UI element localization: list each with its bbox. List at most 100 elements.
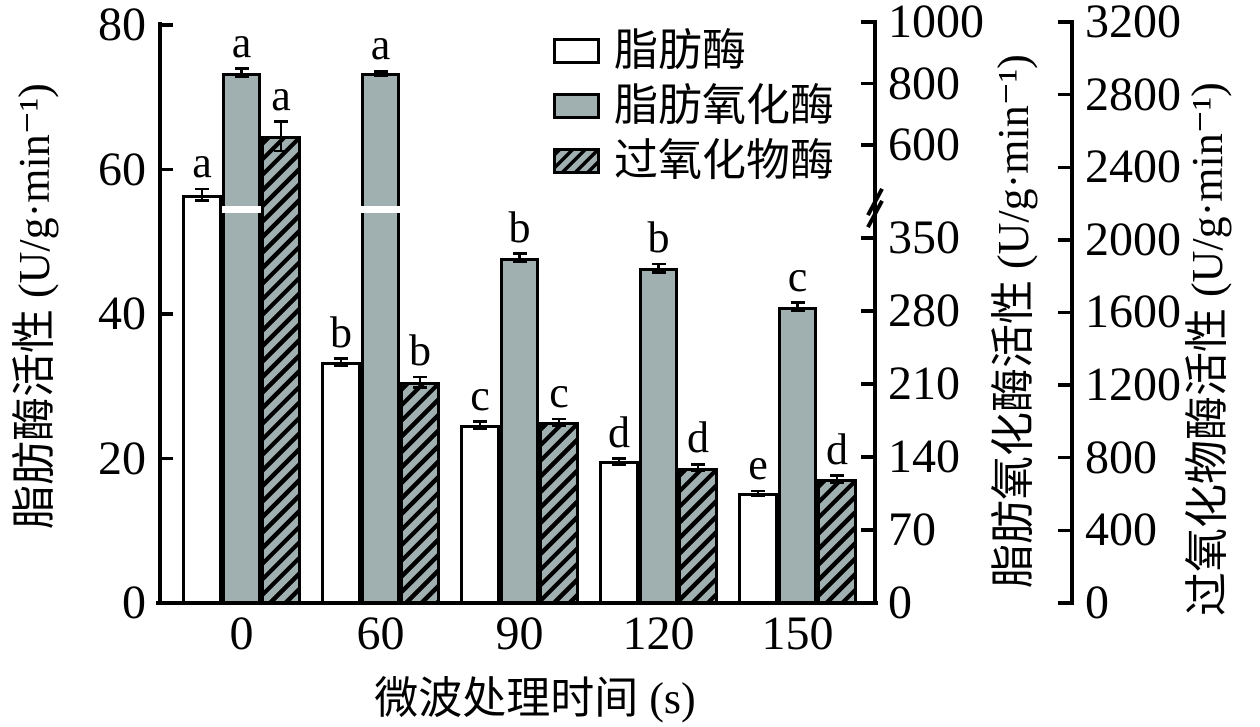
error-bar (379, 71, 382, 76)
bar-lipase-150s (738, 493, 778, 605)
error-bar (478, 421, 482, 429)
sig-letter: b (508, 202, 531, 252)
left-axis-tick-label: 0 (122, 576, 146, 629)
error-bar (796, 302, 799, 311)
error-bar (418, 376, 422, 388)
error-bar (657, 264, 660, 273)
sig-letter: d (608, 407, 630, 457)
bar-peroxidase-90s (539, 422, 579, 605)
error-bar-cap (473, 420, 487, 424)
bar-peroxidase-150s (817, 478, 857, 605)
x-tick-label: 120 (622, 607, 695, 660)
lipoxygenase-axis-tick (861, 236, 874, 240)
x-tick-label: 0 (229, 607, 254, 660)
error-bar (240, 68, 243, 77)
peroxidase-axis-tick (1058, 456, 1071, 460)
error-bar-cap (274, 120, 288, 124)
error-bar (835, 475, 839, 483)
lipoxygenase-axis-tick (861, 143, 874, 147)
bar-lipoxygenase-90s (499, 257, 540, 605)
bar-peroxidase-120s (678, 467, 718, 605)
lipoxygenase-axis-tick-label: 1000 (888, 0, 984, 48)
error-bar (339, 358, 343, 366)
sig-letter: d (687, 413, 709, 463)
lipoxygenase-axis-tick-label: 600 (888, 118, 960, 171)
legend: 脂肪酶 脂肪氧化酶 过氧化物酶 (553, 23, 834, 188)
legend-swatch-lipoxygenase (553, 92, 600, 119)
error-bar-cap (612, 462, 626, 466)
error-bar-cap (691, 469, 705, 473)
lipoxygenase-axis-tick-label: 70 (888, 502, 936, 556)
error-bar-cap (651, 271, 666, 274)
error-bar-cap (413, 375, 427, 379)
bar-lipase-0s (182, 194, 222, 605)
error-bar (557, 419, 561, 426)
axis-break-band (221, 206, 262, 213)
error-bar-cap (612, 457, 626, 460)
error-bar (756, 491, 760, 496)
error-bar-cap (790, 301, 805, 305)
lipoxygenase-axis-tick (861, 528, 874, 532)
peroxidase-axis-tick-label: 1600 (1085, 285, 1181, 339)
error-bar-cap (552, 424, 566, 427)
left-axis-line (158, 22, 162, 605)
sig-letter: a (231, 17, 252, 67)
x-tick-label: 60 (356, 607, 405, 660)
bar-peroxidase-0s (261, 136, 301, 605)
bar-peroxidase-60s (400, 382, 440, 605)
error-bar-cap (195, 199, 209, 202)
error-bar-cap (512, 260, 527, 264)
peroxidase-axis-tick (1058, 92, 1071, 97)
legend-label-peroxidase: 过氧化物酶 (614, 135, 834, 185)
legend-swatch-lipase (553, 37, 600, 64)
lipoxygenase-axis-tick (861, 309, 874, 313)
x-axis-label: 微波处理时间 (s) (374, 674, 696, 723)
bar-lipoxygenase-120s (638, 268, 679, 605)
peroxidase-axis-tick (1058, 383, 1071, 387)
lipoxygenase-axis-tick (861, 81, 874, 86)
legend-item-peroxidase: 过氧化物酶 (553, 133, 834, 188)
left-axis-tick-label: 80 (98, 0, 146, 51)
legend-label-lipase: 脂肪酶 (614, 25, 746, 75)
error-bar-cap (413, 386, 427, 390)
lipoxygenase-axis-tick (861, 20, 874, 24)
left-axis-tick-label: 20 (98, 431, 146, 485)
error-bar (279, 121, 283, 151)
error-bar-cap (473, 427, 487, 431)
lipoxygenase-axis-tick (861, 382, 874, 386)
left-axis-tick-label: 60 (98, 142, 146, 196)
lipoxygenase-axis-tick-label: 210 (888, 356, 960, 410)
error-bar-cap (373, 74, 388, 77)
bar-lipoxygenase-150s (777, 306, 818, 605)
peroxidase-axis-tick-label: 2800 (1085, 67, 1181, 121)
error-bar-cap (274, 149, 288, 153)
error-bar-cap (234, 67, 249, 71)
error-bar-cap (234, 75, 249, 79)
peroxidase-axis-tick-label: 400 (1085, 503, 1157, 557)
sig-letter: d (826, 424, 848, 474)
error-bar-cap (691, 463, 705, 466)
error-bar-cap (334, 364, 348, 368)
error-bar-cap (830, 474, 844, 478)
sig-letter: b (647, 213, 670, 263)
error-bar (617, 458, 621, 465)
x-axis-line (156, 601, 878, 605)
error-bar-cap (552, 417, 566, 421)
peroxidase-axis-tick (1058, 20, 1071, 24)
error-bar (696, 464, 700, 471)
peroxidase-axis-tick (1058, 238, 1071, 242)
sig-letter: b (330, 307, 352, 357)
peroxidase-axis-tick (1058, 165, 1071, 169)
legend-item-lipase: 脂肪酶 (553, 23, 834, 78)
left-axis-tick (160, 23, 173, 27)
error-bar-cap (751, 489, 765, 493)
peroxidase-axis-tick-label: 800 (1085, 430, 1157, 484)
bar-lipoxygenase-60s (360, 73, 401, 605)
error-bar-cap (830, 480, 844, 484)
sig-letter: e (748, 440, 768, 489)
bar-lipase-90s (460, 425, 500, 605)
left-axis-tick (160, 312, 173, 316)
lipoxygenase-axis-tick-label: 280 (888, 283, 960, 337)
left-axis-tick (160, 167, 173, 172)
